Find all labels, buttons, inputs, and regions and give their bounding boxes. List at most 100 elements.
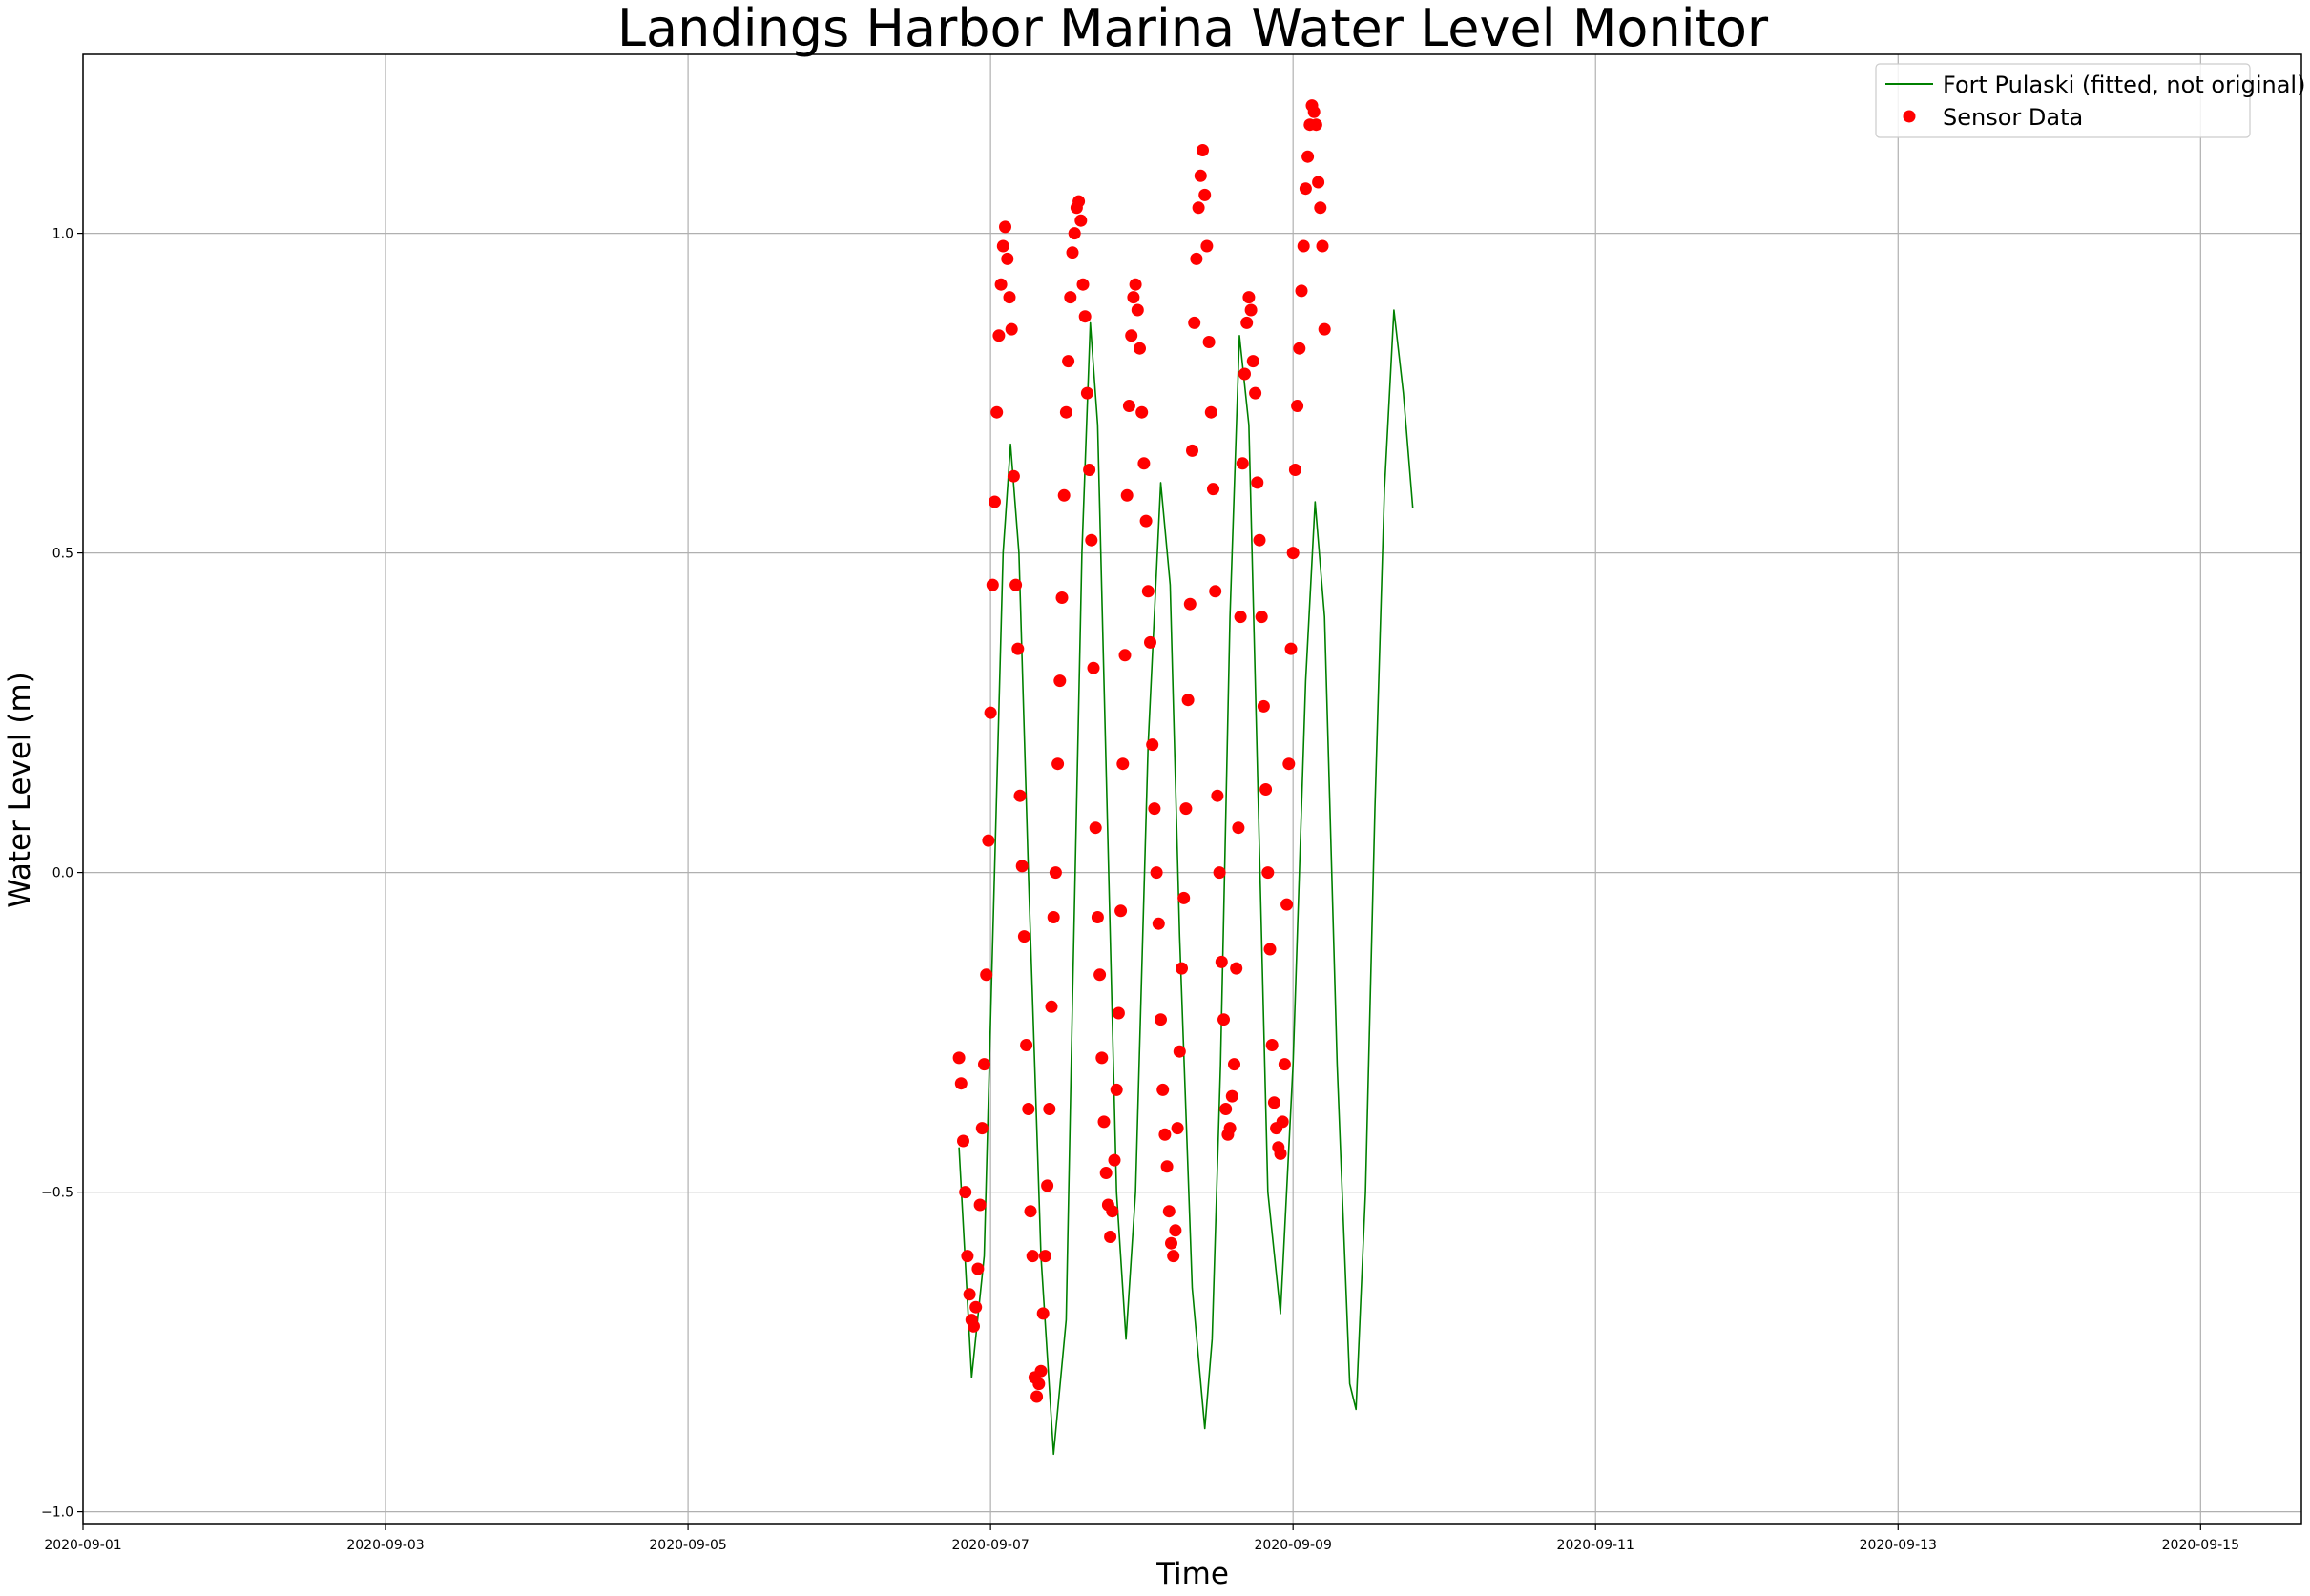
sensor-data-point [1013,789,1027,802]
x-tick-label: 2020-09-07 [951,1538,1029,1553]
sensor-data-point [1219,1103,1233,1115]
sensor-data-point [1267,1096,1280,1109]
sensor-data-point [1116,757,1130,771]
sensor-data-point [1160,1160,1174,1173]
sensor-data-point [1032,1378,1046,1391]
sensor-data-point [1122,400,1135,412]
sensor-data-point [1207,483,1219,496]
sensor-data-point [1118,649,1132,662]
sensor-data-point [1236,457,1249,470]
sensor-data-point [1141,585,1155,598]
sensor-data-point [1265,1039,1279,1051]
sensor-data-point [1001,252,1014,265]
sensor-data-point [996,239,1009,253]
grid [82,54,2301,1524]
sensor-data-point [1156,1083,1170,1096]
sensor-data-point [1299,182,1312,196]
sensor-data-point [1072,195,1086,208]
sensor-data-point [1078,310,1092,323]
x-tick-label: 2020-09-15 [2162,1538,2239,1553]
sensor-data-point [1259,783,1273,796]
sensor-data-point [1146,738,1159,752]
sensor-data-point [1131,303,1144,317]
sensor-data-point [1112,1006,1125,1020]
sensor-data-point [990,405,1004,419]
sensor-data-point [1158,1128,1172,1141]
sensor-data-point [1051,757,1065,771]
sensor-data-point [1062,355,1075,368]
x-axis-label: Time [1155,1557,1229,1591]
sensor-data-point [1076,278,1090,291]
sensor-data-point [1261,866,1275,880]
sensor-data-point [1284,642,1298,655]
sensor-data-point [1165,1236,1177,1250]
sensor-data-point [1211,789,1224,802]
y-tick-label: −0.5 [41,1186,73,1201]
sensor-data-point [1190,252,1203,265]
sensor-data-point [1314,201,1327,215]
sensor-series-layer [952,99,1331,1403]
sensor-data-point [1120,488,1134,502]
sensor-data-point [1038,1250,1051,1263]
y-tick-label: 0.5 [52,547,73,562]
sensor-data-point [1192,201,1205,215]
sensor-data-point [1057,488,1071,502]
sensor-data-point [1007,469,1020,483]
x-tick-label: 2020-09-05 [649,1538,726,1553]
sensor-data-point [968,1319,980,1333]
legend-label-sensor: Sensor Data [1943,104,2083,131]
sensor-data-point [1080,386,1093,400]
sensor-data-point [959,1186,972,1199]
sensor-data-point [1244,303,1258,317]
sensor-data-point [1150,866,1163,880]
sensor-data-point [1318,322,1331,336]
sensor-data-point [1059,405,1072,419]
sensor-data-point [1139,514,1153,528]
sensor-data-point [1055,591,1069,604]
sensor-data-point [1173,1045,1186,1058]
sensor-data-point [1009,578,1023,591]
sensor-data-point [1127,291,1140,304]
sensor-data-point [1093,968,1107,982]
sensor-data-point [1135,405,1149,419]
sensor-data-point [1232,821,1245,835]
sensor-data-point [1181,694,1195,707]
y-tick-label: −1.0 [41,1505,73,1521]
sensor-data-point [971,1262,985,1275]
sensor-data-point [1099,1167,1113,1179]
legend-label-fitted: Fort Pulaski (fitted, not original) [1943,72,2305,98]
legend-box [1875,63,2251,138]
sensor-data-point [1074,214,1088,227]
sensor-data-point [1242,291,1256,304]
sensor-data-point [1257,699,1270,713]
sensor-data-point [1213,866,1226,880]
y-axis-label: Water Level (m) [3,672,37,908]
sensor-data-point [961,1250,974,1263]
sensor-data-point [1228,1058,1240,1071]
sensor-data-point [1200,239,1214,253]
sensor-data-point [1234,611,1247,624]
sensor-data-point [1095,1051,1109,1065]
sensor-data-point [1041,1179,1054,1192]
sensor-data-point [1106,1205,1119,1218]
sensor-data-point [1108,1153,1121,1167]
sensor-data-point [1169,1224,1182,1237]
sensor-data-point [1066,246,1079,259]
sensor-data-point [1089,821,1102,835]
sensor-data-point [992,329,1006,342]
sensor-data-point [1024,1205,1037,1218]
sensor-data-point [1110,1083,1123,1096]
legend: Fort Pulaski (fitted, not original) Sens… [1875,63,2305,138]
chart-title: Landings Harbor Marina Water Level Monit… [617,0,1769,58]
x-axis-ticks: 2020-09-01 2020-09-03 2020-09-05 2020-09-07… [44,1524,2239,1553]
sensor-data-point [1253,533,1266,547]
sensor-data-point [1307,105,1321,118]
sensor-data-point [1198,188,1212,201]
sensor-data-point [978,1058,990,1071]
sensor-data-point [969,1300,983,1314]
sensor-data-point [1274,1147,1287,1160]
x-tick-label: 2020-09-01 [44,1538,121,1553]
sensor-data-point [952,1051,966,1065]
sensor-data-point [1225,1089,1238,1103]
